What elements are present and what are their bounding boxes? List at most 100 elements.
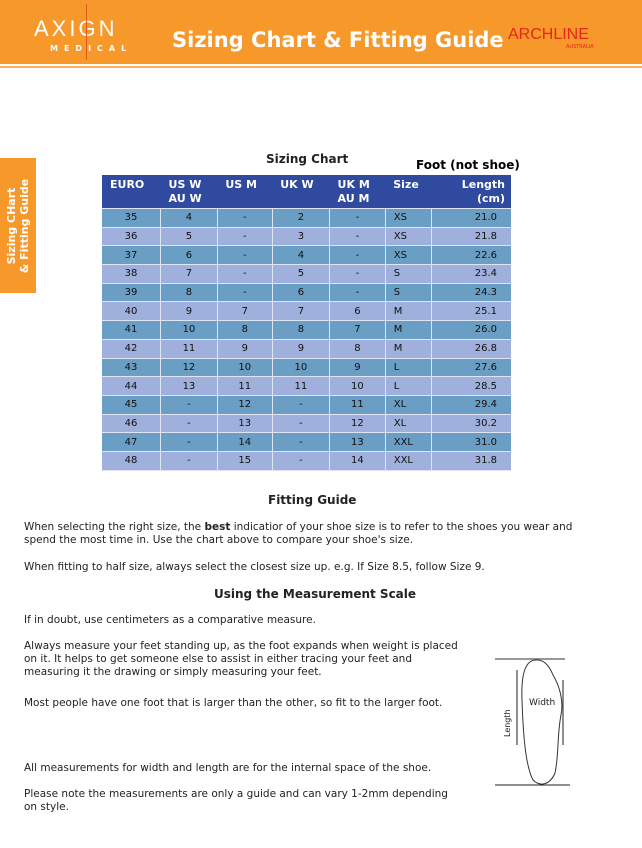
column-header: UK M AU M: [329, 175, 386, 209]
column-header: US W AU W: [160, 175, 218, 209]
foot-measurement-diagram: Width Length: [495, 658, 570, 786]
table-cell: M: [385, 301, 433, 321]
side-tab-line1: Sizing CHart: [5, 187, 18, 265]
table-cell: 12: [329, 414, 386, 433]
table-cell: 40: [102, 301, 162, 321]
table-cell: -: [160, 395, 218, 415]
table-cell: 47: [102, 432, 162, 452]
table-cell: XXL: [385, 432, 433, 452]
table-cell: -: [329, 264, 386, 284]
table-cell: -: [272, 451, 331, 471]
table-cell: 8: [217, 320, 273, 340]
table-cell: 10: [160, 320, 218, 340]
table-cell: XXL: [385, 451, 433, 471]
table-cell: 36: [102, 227, 162, 246]
table-cell: -: [160, 432, 218, 452]
archline-logo: ARCHLINE: [508, 26, 589, 43]
table-cell: 5: [272, 264, 331, 284]
fitting-paragraph-1: When selecting the right size, the best …: [24, 521, 604, 547]
header-underline: [0, 66, 642, 68]
table-cell: S: [385, 283, 433, 302]
table-cell: 4: [272, 245, 331, 265]
table-cell: L: [385, 358, 433, 377]
table-cell: 2: [272, 208, 331, 228]
measurement-paragraph: Always measure your feet standing up, as…: [24, 640, 458, 678]
length-label: Length: [503, 709, 512, 737]
table-cell: -: [272, 395, 331, 415]
table-row: 41 10 8 8 7 M 26.0: [102, 320, 511, 340]
table-cell: -: [217, 208, 273, 228]
table-cell: 9: [272, 339, 331, 358]
table-cell: S: [385, 264, 433, 284]
table-cell: 26.0: [431, 320, 511, 340]
table-cell: -: [272, 414, 331, 433]
table-cell: -: [329, 283, 386, 302]
table-cell: XS: [385, 245, 433, 265]
measurement-paragraph: If in doubt, use centimeters as a compar…: [24, 614, 316, 626]
width-label: Width: [529, 698, 555, 708]
text: indicatior of your shoe size is to refer…: [24, 521, 573, 546]
table-cell: -: [217, 264, 273, 284]
table-cell: 30.2: [431, 414, 511, 433]
table-row: 39 8-6- S 24.3: [102, 283, 511, 302]
table-cell: 5: [160, 227, 218, 246]
column-header: US M: [217, 175, 273, 209]
table-row: 43 12 10 10 9 L 27.6: [102, 358, 511, 377]
table-cell: -: [329, 208, 386, 228]
table-cell: 7: [329, 320, 386, 340]
table-cell: 28.5: [431, 376, 511, 396]
page-title: Sizing Chart & Fitting Guide: [172, 28, 504, 52]
table-cell: -: [329, 245, 386, 265]
table-row: 35 4-2- XS 21.0: [102, 208, 511, 228]
table-cell: -: [272, 432, 331, 452]
table-cell: 22.6: [431, 245, 511, 265]
table-cell: 27.6: [431, 358, 511, 377]
table-cell: 35: [102, 208, 162, 228]
table-cell: XL: [385, 395, 433, 415]
table-row: 42 11 9 9 8 M 26.8: [102, 339, 511, 358]
fitting-paragraph-2: When fitting to half size, always select…: [24, 561, 485, 573]
archline-logo-sub: AUSTRALIA: [566, 44, 594, 50]
axign-logo-sub: MEDICAL: [50, 44, 133, 53]
table-row: 37 6-4- XS 22.6: [102, 245, 511, 265]
table-cell: 4: [160, 208, 218, 228]
side-tab-line2: & Fitting Guide: [18, 178, 31, 274]
table-cell: 41: [102, 320, 162, 340]
table-row: 46-13-12 XL 30.2: [102, 414, 511, 433]
table-cell: 42: [102, 339, 162, 358]
logo-divider: [86, 4, 87, 60]
table-cell: 48: [102, 451, 162, 471]
foot-outline: [521, 659, 563, 785]
table-cell: 24.3: [431, 283, 511, 302]
table-cell: 11: [160, 339, 218, 358]
measurement-paragraph: Please note the measurements are only a …: [24, 788, 448, 813]
table-cell: 46: [102, 414, 162, 433]
table-cell: 9: [160, 301, 218, 321]
table-cell: 8: [329, 339, 386, 358]
measurement-paragraph: All measurements for width and length ar…: [24, 762, 432, 774]
table-cell: 8: [272, 320, 331, 340]
table-cell: 38: [102, 264, 162, 284]
table-cell: L: [385, 376, 433, 396]
column-header: EURO: [102, 175, 161, 209]
column-header: UK W: [272, 175, 330, 209]
table-cell: -: [217, 245, 273, 265]
table-cell: 13: [329, 432, 386, 452]
table-cell: 6: [160, 245, 218, 265]
table-cell: 11: [272, 376, 331, 396]
bold-text: best: [204, 521, 231, 533]
table-cell: 26.8: [431, 339, 511, 358]
table-cell: XL: [385, 414, 433, 433]
table-cell: 31.8: [431, 451, 511, 471]
table-cell: 13: [160, 376, 218, 396]
fitting-guide-title: Fitting Guide: [268, 493, 357, 507]
side-tab: Sizing CHart & Fitting Guide: [0, 158, 36, 293]
table-cell: 6: [272, 283, 331, 302]
table-cell: 45: [102, 395, 162, 415]
table-row: 40 9 7 7 6 M 25.1: [102, 301, 511, 321]
table-cell: 3: [272, 227, 331, 246]
table-cell: XS: [385, 208, 433, 228]
table-cell: 10: [272, 358, 331, 377]
table-row: 47-14-13 XXL 31.0: [102, 432, 511, 452]
column-header: Size: [385, 175, 432, 209]
